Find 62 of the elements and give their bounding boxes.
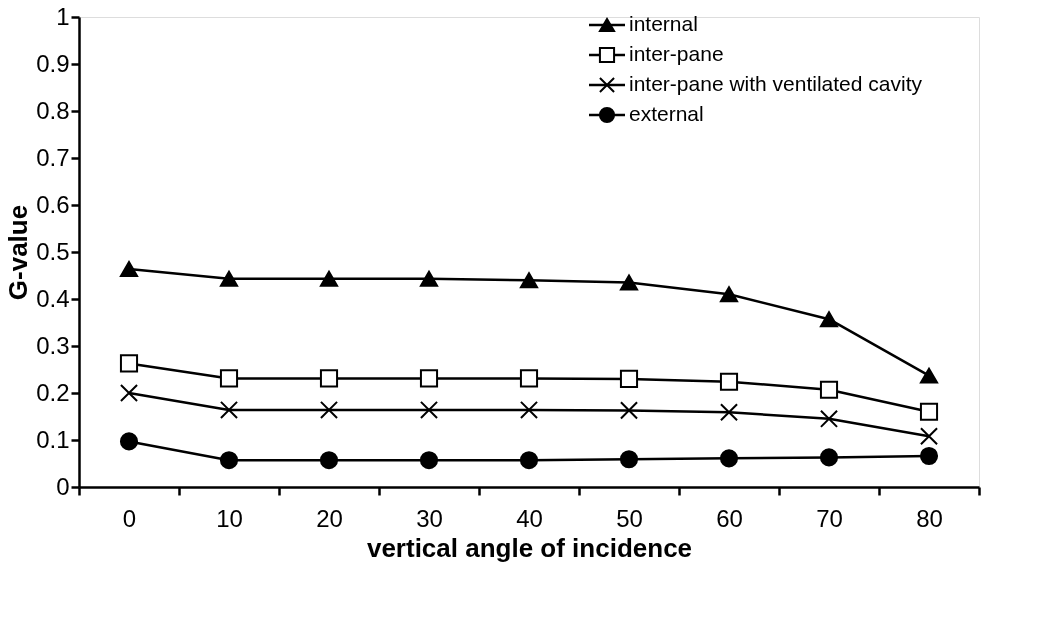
point: [819, 311, 839, 328]
y-tick-label: 1: [56, 2, 70, 30]
x-tick-label: 0: [122, 504, 137, 532]
point: [619, 401, 639, 420]
point: [819, 409, 839, 428]
point: [819, 448, 839, 467]
point: [219, 270, 239, 287]
x-tick-label: 50: [616, 504, 643, 532]
y-tick-label: 0.7: [36, 143, 70, 171]
point: [419, 451, 439, 470]
point: [419, 400, 439, 419]
y-tick-label: 0: [56, 472, 70, 500]
point: [519, 369, 539, 388]
y-tick-label: 0.4: [36, 284, 70, 312]
point: [119, 260, 139, 277]
x-tick-label: 10: [216, 504, 243, 532]
point: [419, 369, 439, 388]
point: [719, 449, 739, 468]
point: [819, 380, 839, 399]
legend-label: inter-pane with ventilated cavity: [629, 72, 923, 95]
legend-label: external: [629, 102, 704, 125]
point: [619, 369, 639, 388]
point: [419, 270, 439, 287]
x-tick-label: 60: [716, 504, 743, 532]
point: [519, 400, 539, 419]
point: [119, 354, 139, 373]
point: [319, 451, 339, 470]
point: [719, 372, 739, 391]
legend-label: inter-pane: [629, 42, 724, 65]
point: [519, 451, 539, 470]
x-tick-label: 30: [416, 504, 443, 532]
point: [919, 427, 939, 446]
y-tick-label: 0.3: [36, 331, 70, 359]
point: [719, 403, 739, 422]
y-tick-label: 0.8: [36, 96, 70, 124]
y-axis-title: G-value: [3, 204, 34, 301]
x-tick-label: 40: [516, 504, 543, 532]
x-axis-title: vertical angle of incidence: [366, 532, 693, 563]
point: [919, 446, 939, 466]
y-tick-label: 0.6: [36, 190, 70, 218]
x-tick-label: 80: [916, 504, 943, 532]
y-tick-label: 0.2: [36, 378, 70, 406]
point: [219, 400, 239, 419]
point: [919, 367, 939, 384]
point: [619, 274, 639, 291]
x-tick-label: 20: [316, 504, 343, 532]
point: [919, 402, 939, 421]
point: [619, 450, 639, 469]
y-tick-label: 0.5: [36, 237, 70, 265]
point: [219, 451, 239, 470]
point: [319, 400, 339, 419]
point: [519, 272, 539, 289]
point: [219, 369, 239, 388]
y-tick-label: 0.1: [36, 425, 70, 453]
point: [119, 432, 139, 451]
point: [319, 369, 339, 388]
point: [719, 286, 739, 303]
point: [319, 270, 339, 287]
y-tick-label: 0.9: [36, 49, 70, 77]
legend-label: internal: [629, 12, 698, 35]
point: [119, 383, 139, 403]
x-tick-label: 70: [816, 504, 843, 532]
